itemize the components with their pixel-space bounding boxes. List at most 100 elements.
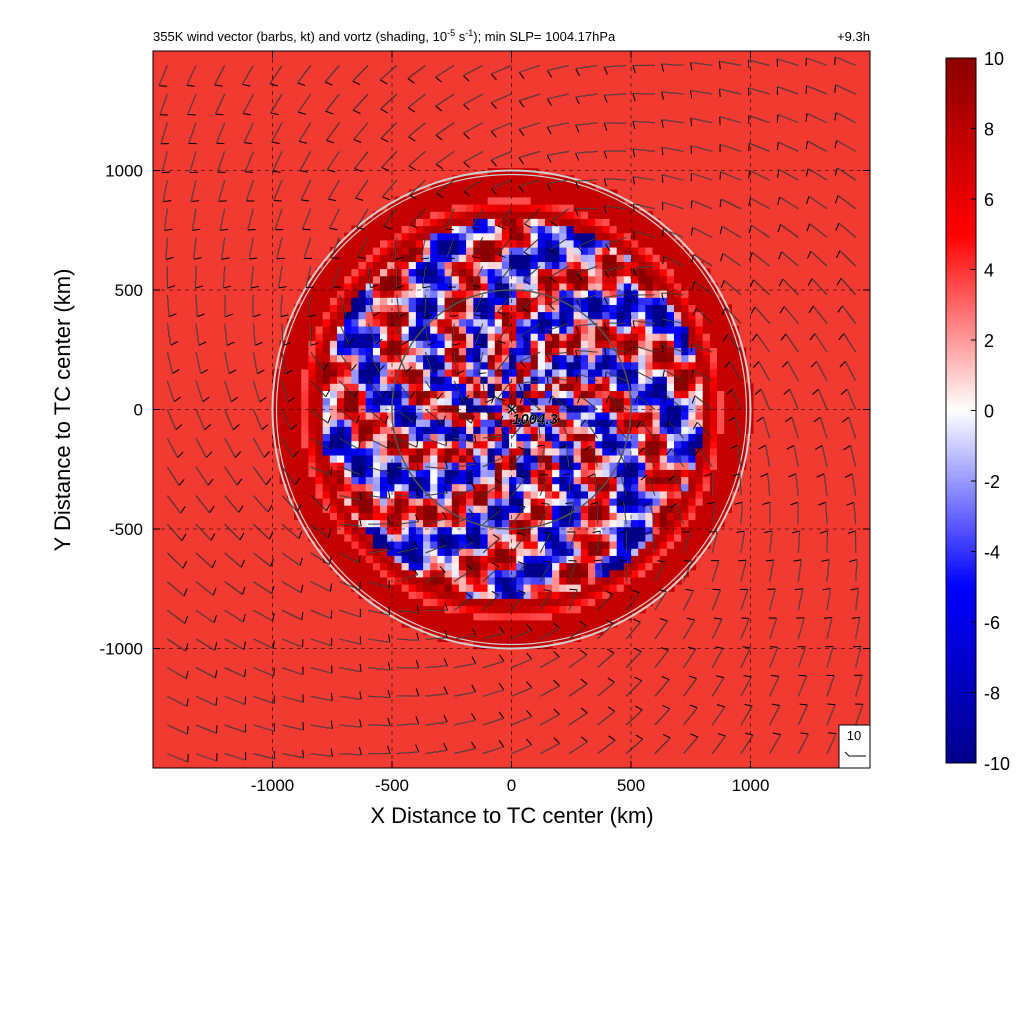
vorticity-cell: [688, 290, 697, 298]
vorticity-cell: [537, 189, 546, 198]
vorticity-cell: [401, 454, 410, 463]
wind-barb: [300, 179, 312, 202]
barb-flag: [185, 670, 189, 679]
vorticity-cell: [494, 168, 503, 176]
vorticity-cell: [466, 211, 474, 219]
vorticity-cell: [444, 397, 453, 406]
vorticity-cell: [631, 397, 639, 406]
barb-highlight: [482, 409, 501, 424]
vorticity-cell: [501, 247, 510, 255]
barb-highlight: [472, 266, 483, 286]
vorticity-cell: [580, 426, 589, 434]
vorticity-cell: [501, 318, 510, 327]
barb-highlight: [471, 237, 483, 257]
vorticity-cell: [724, 368, 732, 377]
vorticity-cell: [451, 404, 460, 413]
barb-flag: [380, 108, 388, 114]
vorticity-cell: [279, 354, 288, 363]
wind-barb: [425, 437, 447, 447]
vorticity-cell: [573, 497, 582, 506]
vorticity-cell: [631, 304, 639, 313]
vorticity-cell: [545, 627, 553, 635]
vorticity-cell: [473, 483, 482, 492]
vorticity-cell: [552, 454, 560, 463]
vorticity-cell: [645, 232, 654, 241]
wind-barb: [252, 409, 269, 431]
vorticity-cell: [451, 562, 460, 571]
vorticity-cell: [315, 454, 324, 463]
vorticity-cell: [552, 605, 560, 614]
wind-barb: [558, 444, 570, 467]
wind-barb: [276, 237, 285, 260]
wind-barb: [253, 552, 274, 567]
vorticity-cell: [473, 376, 482, 384]
barb-flag: [353, 138, 362, 143]
vorticity-cell: [609, 605, 618, 614]
vorticity-cell: [344, 239, 352, 248]
vorticity-cell: [602, 290, 611, 298]
wind-barb: [188, 122, 197, 145]
vorticity-cell: [616, 505, 625, 513]
barb-highlight: [511, 449, 526, 467]
vorticity-cell: [501, 282, 510, 291]
vorticity-cell: [358, 411, 367, 420]
wind-barb: [562, 473, 572, 496]
vorticity-cell: [415, 476, 424, 485]
vorticity-cell: [537, 268, 546, 277]
vorticity-cell: [566, 218, 575, 227]
vorticity-cell: [516, 619, 525, 628]
vorticity-cell: [444, 275, 453, 284]
wind-barbs: [158, 56, 865, 763]
vorticity-cell: [430, 239, 438, 248]
wind-barb: [329, 208, 340, 231]
vorticity-cell: [537, 411, 546, 420]
vorticity-cell: [408, 612, 417, 621]
vorticity-cell: [702, 541, 711, 549]
vorticity-cell: [717, 462, 725, 470]
vorticity-cell: [494, 569, 503, 578]
vorticity-cell: [580, 433, 589, 442]
vorticity-cell: [631, 569, 639, 578]
vorticity-cell: [451, 325, 460, 334]
vorticity-cell: [616, 211, 625, 219]
vorticity-cell: [688, 333, 697, 341]
vorticity-cell: [609, 368, 618, 377]
barb-flag: [272, 640, 275, 649]
barb-highlight: [281, 352, 286, 374]
vorticity-cell: [537, 526, 546, 535]
vorticity-cell: [652, 541, 661, 549]
vorticity-cell: [501, 261, 510, 270]
barb-highlight: [367, 380, 383, 398]
vorticity-cell: [394, 232, 403, 241]
vorticity-cell: [516, 576, 525, 585]
vorticity-cell: [631, 462, 639, 470]
vorticity-cell: [545, 454, 553, 463]
vorticity-cell: [659, 282, 668, 291]
barb-highlight: [368, 581, 390, 589]
wind-barb: [568, 678, 588, 697]
barb-flag: [546, 376, 549, 385]
vorticity-cell: [380, 426, 388, 434]
vorticity-cell: [588, 562, 596, 571]
vorticity-cell: [501, 325, 510, 334]
vorticity-cell: [286, 333, 295, 341]
vorticity-cell: [516, 239, 525, 248]
wind-barb: [407, 93, 426, 113]
vorticity-cell: [430, 204, 438, 212]
vorticity-cell: [638, 576, 646, 585]
vorticity-cell: [545, 290, 553, 298]
barb-flag: [180, 506, 186, 514]
barb-highlight: [396, 495, 419, 497]
wind-barb: [367, 351, 385, 372]
vorticity-cell: [473, 383, 482, 391]
vorticity-cell: [473, 619, 482, 628]
vorticity-cell: [537, 175, 546, 184]
vorticity-cell: [444, 483, 453, 492]
barb-highlight: [454, 409, 472, 424]
vorticity-cell: [681, 476, 689, 485]
vorticity-cell: [322, 333, 331, 341]
vorticity-cell: [423, 247, 431, 255]
vorticity-cell: [423, 483, 431, 492]
vorticity-cell: [344, 247, 352, 255]
wind-barb: [224, 466, 243, 486]
